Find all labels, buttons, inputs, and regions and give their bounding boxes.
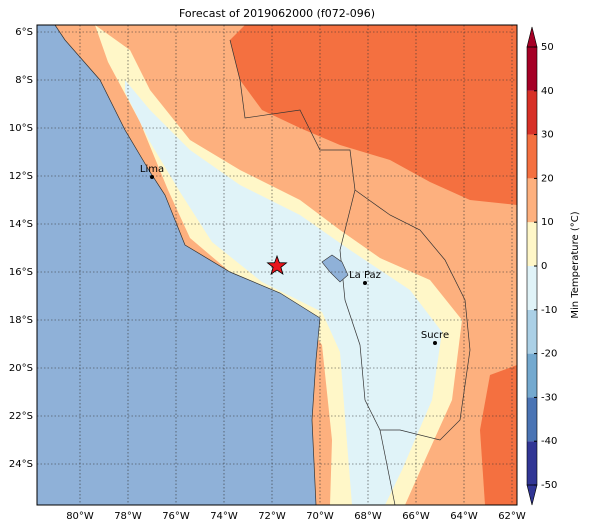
lon-tick-label: 62°W bbox=[498, 511, 526, 522]
colorbar-band bbox=[527, 353, 537, 398]
colorbar-band bbox=[527, 222, 537, 266]
city-dot bbox=[150, 175, 154, 179]
lon-tick-label: 66°W bbox=[402, 511, 430, 522]
colorbar-tick-label: -10 bbox=[541, 305, 557, 316]
colorbar-tick-label: 10 bbox=[541, 217, 554, 228]
lat-tick-label: 24°S bbox=[9, 459, 33, 470]
colorbar-tick-label: -30 bbox=[541, 392, 557, 403]
colorbar-band bbox=[527, 47, 537, 91]
colorbar-extend bbox=[526, 484, 538, 506]
star-marker bbox=[266, 254, 288, 276]
graticule: 80°W 78°W 76°W 74°W 72°W 70°W 68°W 66°W 64°W 62°W… bbox=[9, 25, 526, 522]
lat-tick-label: 22°S bbox=[9, 411, 33, 422]
lat-tick-label: 6°S bbox=[15, 27, 33, 38]
colorbar-tick-label: 30 bbox=[541, 130, 554, 141]
colorbar-band bbox=[527, 309, 537, 354]
colorbar-tick-label: 40 bbox=[541, 86, 554, 97]
colorbar-tick-label: -20 bbox=[541, 349, 557, 360]
map-frame bbox=[36, 24, 518, 506]
lat-tick-label: 16°S bbox=[9, 267, 33, 278]
colorbar-tick-label: 0 bbox=[541, 261, 547, 272]
lat-tick-label: 14°S bbox=[9, 219, 33, 230]
city-dot bbox=[363, 281, 367, 285]
city-dot bbox=[433, 341, 437, 345]
colorbar-band bbox=[527, 134, 537, 179]
lon-tick-label: 74°W bbox=[210, 511, 238, 522]
colorbar-band bbox=[527, 178, 537, 223]
city-label: La Paz bbox=[349, 270, 381, 281]
lon-tick-label: 76°W bbox=[162, 511, 190, 522]
colorbar-band bbox=[527, 90, 537, 135]
warm-region bbox=[480, 365, 517, 505]
lon-tick-label: 68°W bbox=[354, 511, 382, 522]
lat-tick-label: 20°S bbox=[9, 363, 33, 374]
colorbar-tick-label: 50 bbox=[541, 42, 554, 53]
coastline bbox=[54, 25, 321, 505]
cold-plateau bbox=[125, 80, 442, 505]
colorbar-band bbox=[527, 441, 537, 485]
lat-tick-label: 8°S bbox=[15, 75, 33, 86]
lat-tick-label: 10°S bbox=[9, 123, 33, 134]
lake-titicaca bbox=[321, 254, 349, 283]
lat-tick-label: 18°S bbox=[9, 315, 33, 326]
colorbar-band bbox=[527, 397, 537, 442]
lon-tick-label: 80°W bbox=[66, 511, 94, 522]
border bbox=[354, 189, 471, 441]
colorbar-tick-label: -40 bbox=[541, 436, 557, 447]
warm-region bbox=[230, 25, 517, 205]
colorbar-tick-label: -50 bbox=[541, 480, 557, 491]
city-label: Lima bbox=[140, 164, 164, 175]
lon-tick-label: 78°W bbox=[114, 511, 142, 522]
colorbar-extend bbox=[526, 26, 538, 48]
colorbar-band bbox=[527, 266, 537, 310]
lon-tick-label: 72°W bbox=[258, 511, 286, 522]
ocean bbox=[37, 25, 320, 505]
lat-tick-label: 12°S bbox=[9, 171, 33, 182]
colorbar-tick-label: 20 bbox=[541, 173, 554, 184]
colorbar-label: Min Temperature (°C) bbox=[570, 211, 581, 318]
colorbar: -50 -40 -30 -20 -10 0 10 20 30 40 50 bbox=[526, 26, 557, 506]
city-label: Sucre bbox=[421, 330, 449, 341]
lon-tick-label: 70°W bbox=[306, 511, 334, 522]
lon-tick-label: 64°W bbox=[450, 511, 478, 522]
map-title: Forecast of 2019062000 (f072-096) bbox=[179, 7, 375, 20]
